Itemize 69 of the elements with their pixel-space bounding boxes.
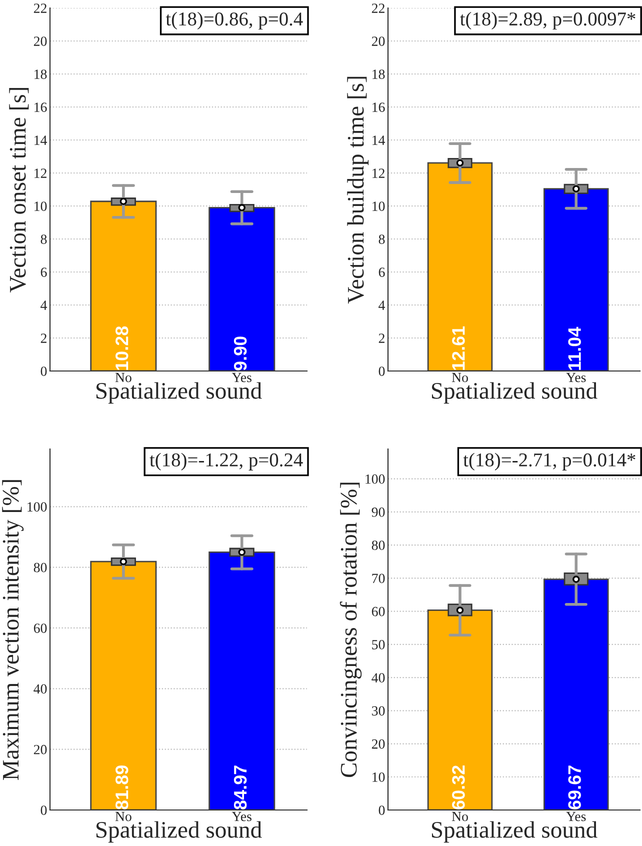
y-axis-title: Vection onset time [s]: [9, 88, 29, 293]
y-tick-label: 22: [34, 4, 46, 13]
data-label: 12.61: [452, 326, 465, 370]
y-tick-label: 100: [366, 474, 385, 484]
y-tick-label: 20: [372, 36, 385, 46]
x-tick-label: No: [115, 812, 132, 822]
y-tick-label: 20: [372, 739, 385, 749]
y-tick-label: 2: [378, 334, 384, 343]
y-tick-label: 10: [34, 202, 47, 211]
x-tick-label: Yes: [566, 812, 586, 822]
y-tick-label: 4: [40, 300, 48, 310]
x-tick-label: No: [452, 372, 468, 382]
x-axis-title: Spatialized sound: [96, 821, 262, 843]
y-tick-label: 16: [372, 102, 385, 112]
y-tick-label: 0: [378, 806, 385, 815]
y-tick-label: 70: [372, 574, 385, 584]
data-label: 11.04: [568, 326, 581, 370]
y-tick-label: 4: [378, 300, 386, 310]
y-tick-label: 0: [40, 366, 47, 376]
y-tick-label: 60: [372, 606, 385, 616]
data-label: 69.67: [568, 766, 581, 810]
x-tick-label: Yes: [232, 372, 252, 382]
annotation: t(18)=-2.71, p=0.014*: [463, 452, 636, 470]
y-axis-title: Convincingness of rotation [%]: [340, 482, 362, 778]
y-tick-label: 20: [34, 36, 47, 46]
y-tick-label: 40: [372, 673, 385, 682]
data-label: 60.32: [452, 766, 465, 810]
y-tick-label: 50: [372, 640, 385, 650]
y-tick-label: 6: [40, 268, 47, 277]
y-tick-label: 6: [378, 268, 385, 277]
y-tick-label: 14: [34, 136, 48, 145]
x-tick-label: Yes: [566, 372, 586, 382]
y-tick-label: 10: [372, 772, 385, 782]
y-tick-label: 8: [378, 234, 385, 244]
y-tick-label: 16: [34, 102, 47, 112]
data-label: 10.28: [115, 326, 128, 370]
y-tick-label: 8: [40, 234, 47, 244]
x-axis-title: Spatialized sound: [432, 821, 598, 843]
x-tick-label: No: [452, 812, 468, 822]
y-axis-title: Maximum vection intensity [%]: [2, 480, 24, 780]
y-tick-label: 0: [378, 366, 385, 376]
y-tick-label: 18: [34, 70, 47, 79]
y-tick-label: 30: [372, 706, 385, 716]
y-axis-title: Vection buildup time [s]: [347, 76, 369, 304]
y-tick-label: 90: [372, 508, 385, 517]
annotation: t(18)=-1.22, p=0.24: [150, 452, 303, 470]
y-tick-label: 80: [372, 540, 385, 550]
y-tick-label: 12: [372, 168, 384, 178]
y-tick-label: 12: [34, 168, 46, 178]
y-tick-label: 60: [34, 624, 47, 633]
annotation: t(18)=2.89, p=0.0097*: [460, 12, 636, 30]
y-tick-label: 20: [34, 744, 47, 754]
y-tick-label: 0: [40, 806, 47, 815]
y-tick-label: 10: [372, 202, 385, 211]
y-tick-label: 14: [372, 136, 386, 145]
y-tick-label: 80: [34, 562, 47, 572]
x-tick-label: Yes: [232, 812, 252, 822]
y-tick-label: 100: [28, 502, 47, 512]
y-tick-label: 18: [372, 70, 385, 79]
x-tick-label: No: [115, 372, 132, 382]
y-tick-label: 40: [34, 684, 47, 694]
x-axis-title: Spatialized sound: [432, 382, 598, 404]
data-label: 9.90: [234, 336, 247, 370]
x-axis-title: Spatialized sound: [96, 382, 262, 404]
y-tick-label: 22: [372, 4, 384, 13]
annotation: t(18)=0.86, p=0.4: [166, 12, 303, 30]
data-label: 84.97: [234, 766, 247, 810]
y-tick-label: 2: [40, 334, 46, 343]
data-label: 81.89: [115, 765, 128, 810]
